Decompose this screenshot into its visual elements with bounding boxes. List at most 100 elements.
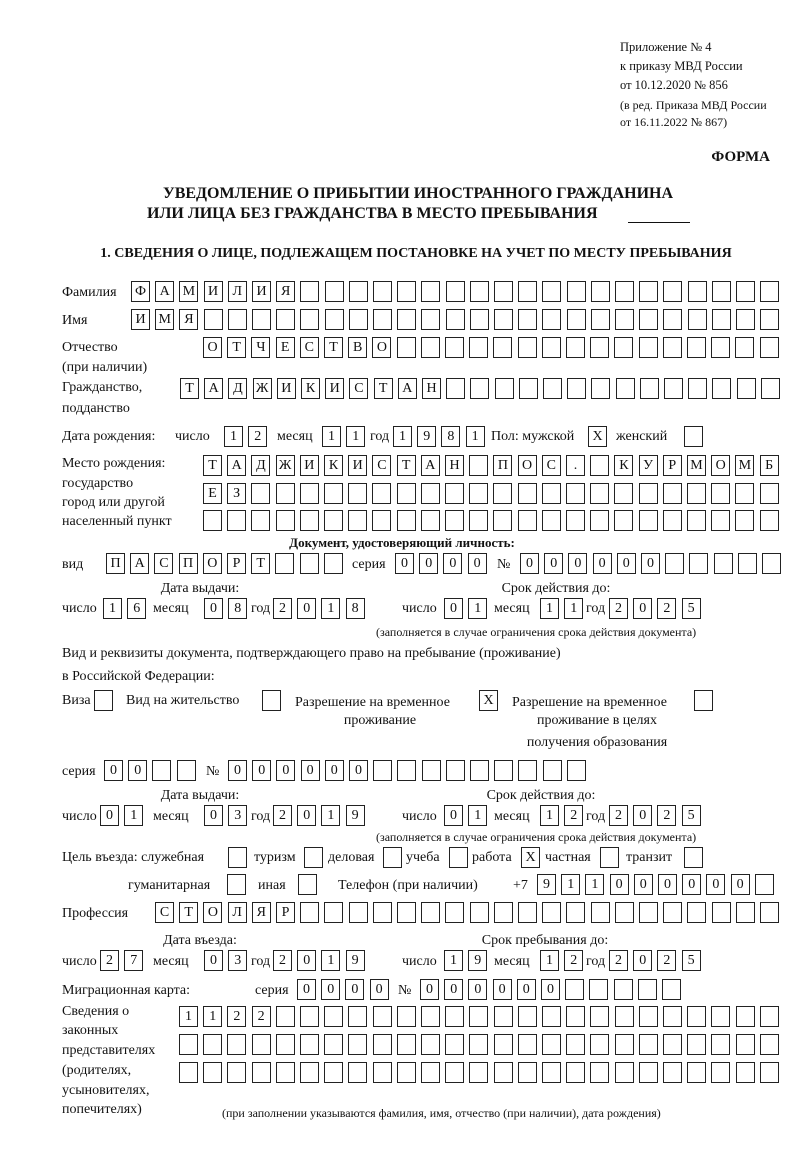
char-box[interactable] [590, 337, 610, 358]
char-box[interactable] [542, 1034, 561, 1055]
char-box[interactable] [567, 378, 587, 399]
char-box[interactable] [251, 1034, 271, 1055]
char-box[interactable]: Н [445, 455, 464, 476]
char-box[interactable]: Р [227, 553, 246, 574]
char-box[interactable]: 5 [681, 805, 701, 826]
char-box[interactable] [687, 309, 707, 330]
char-box[interactable]: 9 [345, 950, 365, 971]
char-box[interactable]: 0 [128, 760, 148, 781]
char-box[interactable] [348, 1062, 368, 1083]
char-box[interactable] [663, 281, 683, 302]
char-box[interactable]: О [203, 902, 223, 923]
char-box[interactable] [566, 1006, 586, 1027]
char-box[interactable] [300, 902, 320, 923]
char-box[interactable]: Ж [252, 378, 272, 399]
char-box[interactable]: В [348, 337, 368, 358]
char-box[interactable] [517, 337, 537, 358]
char-box[interactable] [94, 690, 113, 711]
char-box[interactable] [203, 1034, 223, 1055]
char-box[interactable] [517, 510, 537, 531]
char-box[interactable] [324, 309, 344, 330]
birthplace-row-3[interactable] [203, 510, 784, 532]
char-box[interactable]: А [204, 378, 224, 399]
char-box[interactable] [542, 281, 562, 302]
char-box[interactable]: Е [203, 483, 222, 504]
char-box[interactable] [469, 510, 489, 531]
char-box[interactable]: 0 [395, 553, 414, 574]
char-box[interactable] [638, 337, 658, 358]
char-box[interactable] [663, 1034, 682, 1055]
char-box[interactable] [493, 902, 513, 923]
char-box[interactable]: Т [179, 902, 199, 923]
char-box[interactable]: 2 [609, 805, 628, 826]
char-box[interactable] [565, 979, 585, 1000]
char-box[interactable]: 2 [657, 598, 677, 619]
char-box[interactable] [735, 1006, 755, 1027]
char-box[interactable]: Т [324, 337, 343, 358]
char-box[interactable] [638, 1034, 658, 1055]
char-box[interactable] [684, 847, 703, 868]
sex-female-checkbox[interactable] [684, 426, 708, 448]
char-box[interactable] [397, 309, 417, 330]
char-box[interactable]: 0 [349, 760, 368, 781]
char-box[interactable] [713, 553, 733, 574]
char-box[interactable] [323, 553, 343, 574]
char-box[interactable]: И [325, 378, 345, 399]
char-box[interactable]: 2 [251, 1006, 271, 1027]
char-box[interactable]: 0 [204, 805, 223, 826]
char-box[interactable] [397, 902, 416, 923]
char-box[interactable]: X [479, 690, 498, 711]
char-box[interactable]: Я [179, 309, 199, 330]
char-box[interactable] [518, 760, 538, 781]
char-box[interactable] [396, 483, 416, 504]
char-box[interactable]: 2 [657, 805, 677, 826]
char-box[interactable] [373, 309, 392, 330]
char-box[interactable] [736, 281, 755, 302]
char-box[interactable]: 1 [585, 874, 605, 895]
char-box[interactable]: 1 [561, 874, 581, 895]
char-box[interactable]: 2 [100, 950, 119, 971]
char-box[interactable] [324, 510, 343, 531]
char-box[interactable] [262, 690, 281, 711]
char-box[interactable]: 9 [537, 874, 556, 895]
char-box[interactable] [469, 902, 489, 923]
char-box[interactable]: 0 [641, 553, 660, 574]
char-box[interactable]: Р [662, 455, 682, 476]
char-box[interactable] [613, 979, 633, 1000]
char-box[interactable] [227, 874, 246, 895]
representatives-row-3[interactable] [179, 1062, 784, 1084]
purpose-business-checkbox[interactable] [383, 847, 407, 869]
char-box[interactable] [445, 1034, 465, 1055]
char-box[interactable] [518, 378, 538, 399]
char-box[interactable]: 1 [322, 426, 341, 447]
char-box[interactable] [300, 1034, 319, 1055]
char-box[interactable]: Ч [251, 337, 271, 358]
char-box[interactable]: 0 [420, 979, 439, 1000]
char-box[interactable]: С [154, 553, 174, 574]
char-box[interactable] [299, 510, 319, 531]
char-box[interactable]: 8 [441, 426, 461, 447]
char-box[interactable] [179, 1062, 198, 1083]
char-box[interactable] [566, 1034, 586, 1055]
char-box[interactable]: Д [251, 455, 271, 476]
char-box[interactable] [470, 760, 489, 781]
char-box[interactable]: 0 [616, 553, 636, 574]
char-box[interactable] [449, 847, 468, 868]
char-box[interactable]: С [372, 455, 392, 476]
char-box[interactable]: И [299, 455, 319, 476]
char-box[interactable] [688, 378, 708, 399]
char-box[interactable] [662, 510, 682, 531]
purpose-study-checkbox[interactable] [449, 847, 473, 869]
char-box[interactable]: 0 [633, 805, 653, 826]
char-box[interactable] [760, 309, 780, 330]
char-box[interactable] [589, 979, 609, 1000]
char-box[interactable] [228, 847, 247, 868]
char-box[interactable] [590, 902, 610, 923]
